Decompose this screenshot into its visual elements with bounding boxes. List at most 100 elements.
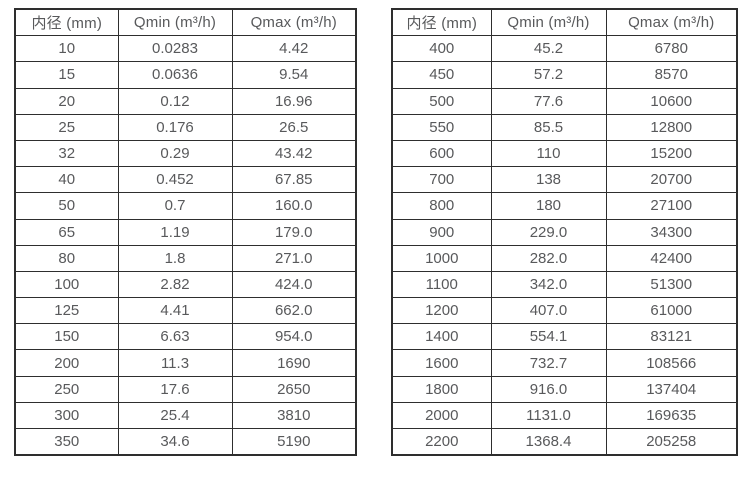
table-cell: 26.5 <box>231 113 357 141</box>
table-row: 250 17.6 2650 <box>14 375 357 403</box>
table-cell: 662.0 <box>231 297 357 325</box>
table-cell: 15200 <box>605 139 738 168</box>
table-cell: 500 <box>391 87 492 115</box>
table-row: 550 85.5 12800 <box>391 113 738 141</box>
column-header-diameter: 内径 (mm) <box>391 8 492 37</box>
table-row: 40 0.452 67.85 <box>14 166 357 194</box>
table-cell: 954.0 <box>231 323 357 351</box>
column-header-diameter: 内径 (mm) <box>14 8 119 37</box>
table-cell: 916.0 <box>490 375 607 403</box>
column-header-qmax: Qmax (m³/h) <box>605 8 738 37</box>
table-row: 150 6.63 954.0 <box>14 323 357 351</box>
table-cell: 2200 <box>391 428 492 456</box>
table-cell: 2.82 <box>117 270 233 299</box>
table-cell: 300 <box>14 401 119 430</box>
table-cell: 65 <box>14 218 119 246</box>
table-cell: 424.0 <box>231 270 357 299</box>
table-row: 1000 282.0 42400 <box>391 244 738 272</box>
table-row: 2000 1131.0 169635 <box>391 401 738 430</box>
table-cell: 1368.4 <box>490 428 607 456</box>
table-cell: 600 <box>391 139 492 168</box>
table-cell: 0.0283 <box>117 35 233 63</box>
table-cell: 0.12 <box>117 87 233 115</box>
table-cell: 138 <box>490 166 607 194</box>
table-row: 1100 342.0 51300 <box>391 270 738 299</box>
table-cell: 16.96 <box>231 87 357 115</box>
table-cell: 32 <box>14 139 119 168</box>
table-cell: 271.0 <box>231 244 357 272</box>
table-cell: 1800 <box>391 375 492 403</box>
table-cell: 0.29 <box>117 139 233 168</box>
table-cell: 400 <box>391 35 492 63</box>
table-cell: 1.19 <box>117 218 233 246</box>
table-cell: 1600 <box>391 349 492 377</box>
table-row: 1600 732.7 108566 <box>391 349 738 377</box>
table-cell: 80 <box>14 244 119 272</box>
flow-spec-table-small-diameters: 内径 (mm) Qmin (m³/h) Qmax (m³/h) 10 0.0283… <box>14 8 357 457</box>
table-cell: 900 <box>391 218 492 246</box>
table-cell: 282.0 <box>490 244 607 272</box>
table-cell: 200 <box>14 349 119 377</box>
table-cell: 8570 <box>605 61 738 89</box>
table-cell: 34300 <box>605 218 738 246</box>
table-cell: 732.7 <box>490 349 607 377</box>
table-cell: 42400 <box>605 244 738 272</box>
table-cell: 51300 <box>605 270 738 299</box>
table-cell: 12800 <box>605 113 738 141</box>
table-row: 450 57.2 8570 <box>391 61 738 89</box>
table-cell: 205258 <box>605 428 738 456</box>
table-cell: 20 <box>14 87 119 115</box>
table-cell: 1690 <box>231 349 357 377</box>
table-row: 65 1.19 179.0 <box>14 218 357 246</box>
table-cell: 6.63 <box>117 323 233 351</box>
table-row: 350 34.6 5190 <box>14 428 357 456</box>
table-cell: 85.5 <box>490 113 607 141</box>
table-cell: 0.176 <box>117 113 233 141</box>
table-cell: 17.6 <box>117 375 233 403</box>
table-cell: 350 <box>14 428 119 456</box>
table-row: 1400 554.1 83121 <box>391 323 738 351</box>
table-cell: 40 <box>14 166 119 194</box>
table-row: 125 4.41 662.0 <box>14 297 357 325</box>
table-cell: 83121 <box>605 323 738 351</box>
table-row: 600 110 15200 <box>391 139 738 168</box>
table-cell: 4.42 <box>231 35 357 63</box>
table-row: 32 0.29 43.42 <box>14 139 357 168</box>
table-row: 700 138 20700 <box>391 166 738 194</box>
table-row: 300 25.4 3810 <box>14 401 357 430</box>
table-cell: 1100 <box>391 270 492 299</box>
table-cell: 10600 <box>605 87 738 115</box>
table-row: 500 77.6 10600 <box>391 87 738 115</box>
table-cell: 1000 <box>391 244 492 272</box>
table-cell: 0.452 <box>117 166 233 194</box>
table-cell: 27100 <box>605 192 738 220</box>
column-header-qmin: Qmin (m³/h) <box>117 8 233 37</box>
table-cell: 1400 <box>391 323 492 351</box>
table-row: 20 0.12 16.96 <box>14 87 357 115</box>
table-row: 1800 916.0 137404 <box>391 375 738 403</box>
table-cell: 45.2 <box>490 35 607 63</box>
table-cell: 9.54 <box>231 61 357 89</box>
table-cell: 11.3 <box>117 349 233 377</box>
table-cell: 250 <box>14 375 119 403</box>
table-cell: 125 <box>14 297 119 325</box>
table-cell: 43.42 <box>231 139 357 168</box>
table-row: 80 1.8 271.0 <box>14 244 357 272</box>
table-cell: 34.6 <box>117 428 233 456</box>
table-cell: 179.0 <box>231 218 357 246</box>
table-cell: 61000 <box>605 297 738 325</box>
table-cell: 57.2 <box>490 61 607 89</box>
table-cell: 25 <box>14 113 119 141</box>
table-cell: 25.4 <box>117 401 233 430</box>
column-header-qmax: Qmax (m³/h) <box>231 8 357 37</box>
table-row: 800 180 27100 <box>391 192 738 220</box>
table-row: 100 2.82 424.0 <box>14 270 357 299</box>
table-cell: 407.0 <box>490 297 607 325</box>
table-cell: 180 <box>490 192 607 220</box>
table-cell: 10 <box>14 35 119 63</box>
table-row: 1200 407.0 61000 <box>391 297 738 325</box>
table-cell: 100 <box>14 270 119 299</box>
table-cell: 700 <box>391 166 492 194</box>
table-cell: 4.41 <box>117 297 233 325</box>
table-row: 15 0.0636 9.54 <box>14 61 357 89</box>
